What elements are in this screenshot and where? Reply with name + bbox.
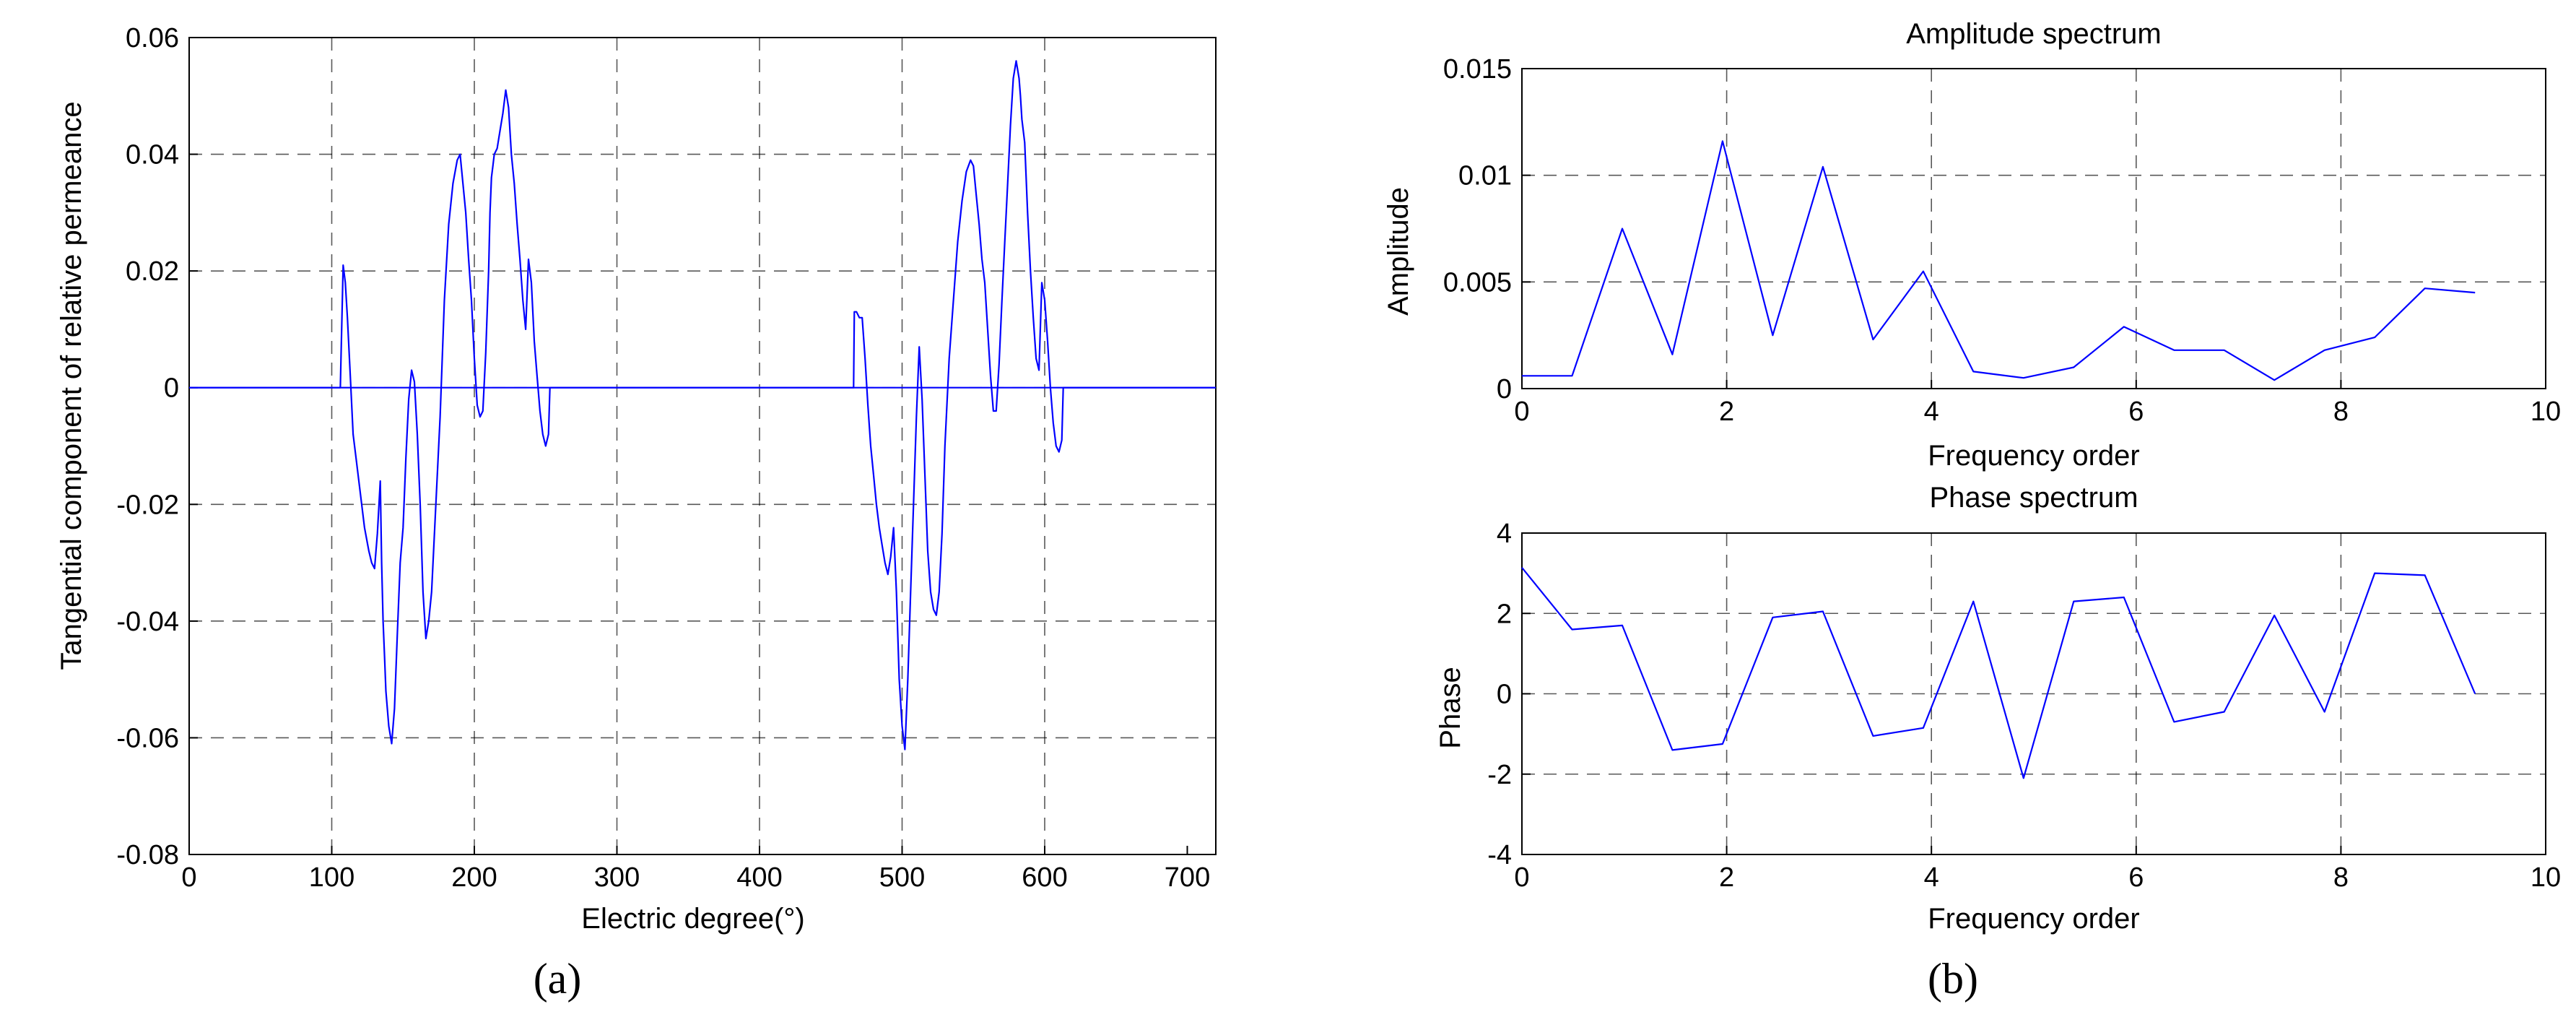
chart-amplitude-spectrum: Amplitude spectrum Frequency order Ampli… [1383, 18, 2561, 472]
x-tick-label-a: 700 [1165, 862, 1210, 893]
series-line-phase-1 [1521, 567, 2476, 779]
plot-frame-a [188, 37, 1217, 855]
y-tick-label-amplitude: 0.01 [1458, 161, 1512, 191]
y-axis-label-amplitude: Amplitude [1383, 187, 1414, 316]
x-tick-label-a: 500 [879, 862, 925, 893]
y-tick-label-a: 0 [164, 373, 179, 404]
chart-a: (a) Electric degree(°) Tangential compon… [56, 23, 1217, 1003]
x-tick-label-phase: 10 [2531, 862, 2561, 893]
x-tick-label-a: 600 [1022, 862, 1067, 893]
y-tick-label-phase: -2 [1487, 760, 1512, 790]
y-axis-label-a: Tangential component of relative permean… [56, 101, 87, 670]
x-tick-label-amplitude: 4 [1924, 397, 1939, 427]
x-tick-label-amplitude: 10 [2531, 397, 2561, 427]
y-tick-label-a: -0.04 [116, 607, 179, 637]
chart-title-amplitude: Amplitude spectrum [1906, 18, 2161, 50]
x-tick-label-phase: 4 [1924, 862, 1939, 893]
x-tick-label-phase: 0 [1514, 862, 1529, 893]
y-tick-label-a: -0.08 [116, 840, 179, 870]
x-tick-label-phase: 2 [1719, 862, 1734, 893]
y-tick-label-phase: 0 [1497, 680, 1512, 710]
y-tick-label-a: 0.04 [126, 140, 179, 170]
x-tick-label-amplitude: 0 [1514, 397, 1529, 427]
chart-phase-spectrum: Phase spectrum Frequency order Phase (b)… [1435, 482, 2561, 1003]
x-tick-label-a: 100 [309, 862, 354, 893]
y-tick-label-phase: 4 [1497, 519, 1512, 549]
y-tick-label-amplitude: 0 [1497, 374, 1512, 404]
x-tick-label-amplitude: 8 [2333, 397, 2349, 427]
panel-label-b: (b) [1928, 955, 1978, 1003]
series-line-a-2 [189, 60, 1216, 750]
x-tick-label-phase: 6 [2128, 862, 2144, 893]
y-tick-label-phase: -4 [1487, 840, 1512, 870]
y-axis-label-phase: Phase [1435, 667, 1466, 748]
y-tick-label-a: 0.02 [126, 256, 179, 287]
x-tick-label-phase: 8 [2333, 862, 2349, 893]
y-tick-label-a: 0.06 [126, 23, 179, 53]
chart-title-phase: Phase spectrum [1929, 482, 2138, 514]
y-tick-label-amplitude: 0.005 [1443, 267, 1512, 298]
plot-frame-amplitude [1521, 68, 2546, 389]
x-tick-label-a: 400 [736, 862, 782, 893]
x-tick-label-a: 0 [181, 862, 196, 893]
y-tick-label-a: -0.06 [116, 723, 179, 753]
x-tick-label-amplitude: 2 [1719, 397, 1734, 427]
x-axis-label-a: Electric degree(°) [581, 903, 804, 935]
y-tick-label-amplitude: 0.015 [1443, 54, 1512, 85]
panel-label-a: (a) [534, 955, 582, 1003]
series-line-amplitude-1 [1522, 140, 2476, 381]
y-tick-label-a: -0.02 [116, 490, 179, 520]
x-axis-label-amplitude: Frequency order [1928, 440, 2139, 472]
x-tick-label-a: 300 [594, 862, 640, 893]
x-tick-label-a: 200 [451, 862, 497, 893]
x-axis-label-phase: Frequency order [1928, 903, 2139, 935]
y-tick-label-phase: 2 [1497, 599, 1512, 629]
x-tick-label-amplitude: 6 [2128, 397, 2144, 427]
series-line-a-1 [189, 89, 1216, 745]
